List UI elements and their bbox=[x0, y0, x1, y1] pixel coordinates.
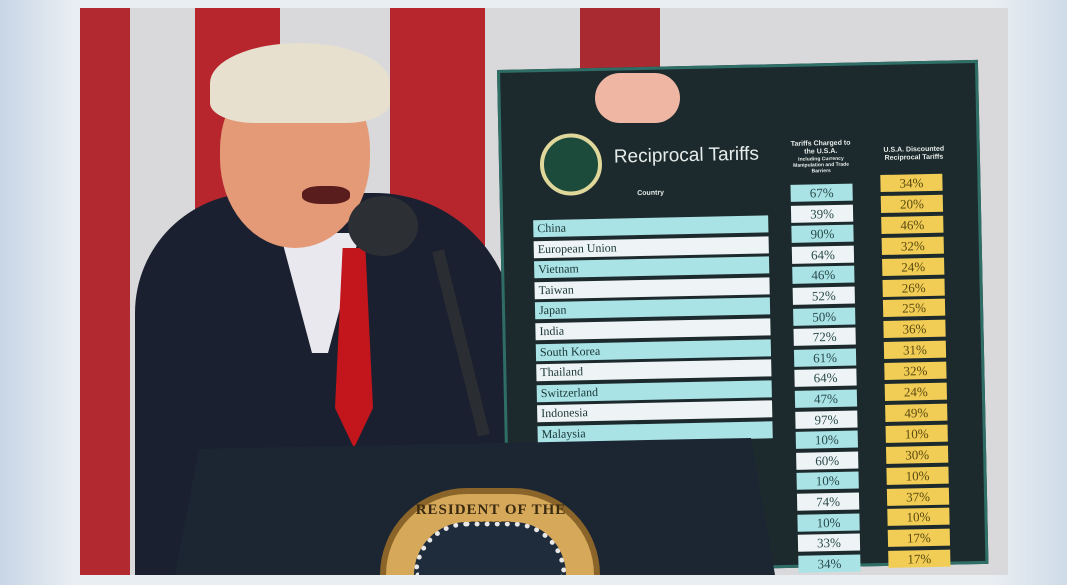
charged-value: 33% bbox=[797, 533, 861, 552]
charged-value: 46% bbox=[792, 265, 855, 285]
discounted-value: 37% bbox=[886, 487, 950, 506]
charged-value: 10% bbox=[796, 471, 859, 491]
country-row: Japan bbox=[534, 297, 771, 320]
hair bbox=[210, 43, 390, 123]
discounted-value: 46% bbox=[881, 215, 944, 234]
charged-value: 34% bbox=[798, 554, 861, 573]
discounted-value: 10% bbox=[887, 508, 950, 527]
discounted-value: 25% bbox=[882, 299, 946, 318]
charged-value: 52% bbox=[792, 286, 855, 305]
seal-center bbox=[414, 522, 566, 575]
country-row: Switzerland bbox=[536, 380, 772, 403]
country-row: China bbox=[533, 215, 769, 238]
discounted-value: 34% bbox=[880, 173, 943, 192]
discounted-value: 30% bbox=[885, 445, 949, 464]
discounted-value: 24% bbox=[884, 382, 948, 401]
charged-value: 74% bbox=[796, 492, 860, 511]
charged-value: 67% bbox=[790, 183, 853, 202]
charged-subheader: Including Currency Manipulation and Trad… bbox=[793, 155, 850, 175]
charged-header-text: Tariffs Charged to the U.S.A. bbox=[790, 139, 851, 156]
charged-value: 47% bbox=[794, 389, 858, 408]
flag-stripe bbox=[80, 8, 130, 575]
presidential-seal-icon bbox=[539, 132, 603, 197]
discounted-value: 49% bbox=[885, 403, 948, 422]
country-row: Thailand bbox=[536, 359, 772, 382]
red-tie bbox=[335, 248, 373, 448]
discounted-header: U.S.A. Discounted Reciprocal Tariffs bbox=[883, 145, 945, 162]
discounted-value: 26% bbox=[882, 278, 945, 297]
country-row: Taiwan bbox=[534, 277, 770, 300]
microphone-icon bbox=[348, 196, 418, 256]
charged-value: 64% bbox=[794, 368, 857, 388]
charged-value: 72% bbox=[793, 327, 856, 347]
country-row: European Union bbox=[533, 235, 769, 258]
discounted-value: 36% bbox=[883, 319, 946, 339]
hand bbox=[595, 73, 680, 123]
charged-value: 64% bbox=[791, 245, 855, 264]
charged-value: 39% bbox=[790, 204, 854, 223]
discounted-value: 17% bbox=[887, 528, 951, 548]
discounted-value: 32% bbox=[884, 361, 947, 381]
country-row: South Korea bbox=[535, 338, 772, 361]
discounted-value: 32% bbox=[881, 236, 944, 255]
charged-value: 50% bbox=[793, 307, 856, 326]
podium-seal-icon: RESIDENT OF THE UNIT bbox=[380, 488, 600, 575]
charged-value: 10% bbox=[797, 513, 860, 532]
photo: Reciprocal Tariffs Country Tariffs Charg… bbox=[80, 8, 1008, 575]
discounted-value: 10% bbox=[886, 466, 949, 485]
board-title: Reciprocal Tariffs bbox=[613, 143, 760, 168]
country-row: India bbox=[535, 318, 771, 341]
country-header: Country bbox=[637, 189, 665, 198]
country-row: Vietnam bbox=[534, 256, 770, 279]
mouth bbox=[302, 186, 350, 204]
discounted-value: 31% bbox=[883, 340, 947, 360]
discounted-value: 24% bbox=[882, 257, 945, 276]
charged-value: 97% bbox=[795, 410, 858, 429]
charged-value: 60% bbox=[796, 451, 859, 470]
discounted-value: 17% bbox=[888, 549, 951, 569]
discounted-value: 10% bbox=[885, 424, 948, 443]
charged-value: 90% bbox=[791, 224, 854, 244]
charged-value: 10% bbox=[795, 430, 858, 450]
charged-header: Tariffs Charged to the U.S.A. Including C… bbox=[787, 140, 856, 175]
country-row: Indonesia bbox=[537, 400, 773, 423]
charged-value: 61% bbox=[793, 348, 857, 367]
discounted-value: 20% bbox=[880, 194, 944, 213]
